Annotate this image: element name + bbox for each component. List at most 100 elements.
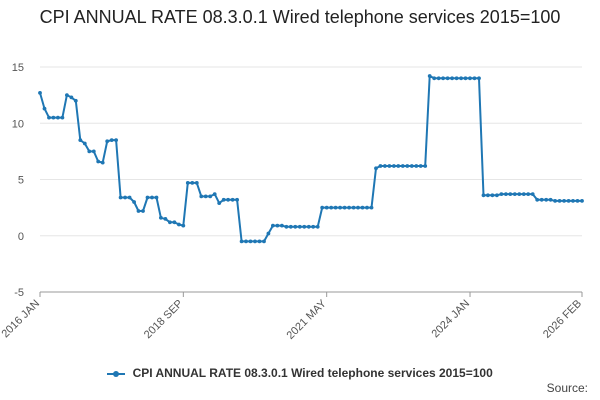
data-point[interactable] (490, 193, 495, 198)
data-point[interactable] (244, 239, 248, 244)
data-point[interactable] (333, 205, 338, 210)
data-point[interactable] (468, 76, 472, 81)
data-point[interactable] (459, 76, 463, 81)
data-point[interactable] (145, 195, 150, 200)
legend[interactable]: CPI ANNUAL RATE 08.3.0.1 Wired telephone… (0, 366, 600, 380)
data-point[interactable] (159, 215, 163, 220)
data-point[interactable] (387, 164, 392, 168)
data-point[interactable] (463, 76, 468, 81)
data-point[interactable] (311, 224, 316, 229)
data-point[interactable] (288, 224, 293, 229)
data-point[interactable] (544, 197, 549, 202)
data-point[interactable] (441, 76, 445, 81)
data-point[interactable] (454, 76, 459, 81)
data-point[interactable] (472, 76, 477, 81)
data-point[interactable] (65, 93, 69, 97)
data-point[interactable] (329, 205, 334, 210)
data-point[interactable] (172, 220, 177, 225)
data-point[interactable] (221, 197, 226, 202)
data-point[interactable] (56, 115, 60, 120)
data-point[interactable] (38, 91, 42, 95)
data-point[interactable] (374, 166, 378, 171)
data-point[interactable] (226, 197, 231, 202)
data-point[interactable] (199, 194, 204, 199)
data-point[interactable] (78, 138, 83, 143)
series-line[interactable] (39, 75, 582, 243)
data-point[interactable] (553, 199, 557, 203)
data-point[interactable] (504, 192, 508, 197)
data-point[interactable] (248, 239, 253, 244)
data-point[interactable] (324, 205, 329, 210)
data-point[interactable] (383, 164, 387, 168)
data-point[interactable] (253, 239, 257, 244)
data-point[interactable] (306, 224, 311, 229)
data-point[interactable] (266, 231, 271, 236)
data-point[interactable] (96, 159, 101, 164)
data-point[interactable] (508, 192, 513, 197)
data-point[interactable] (118, 195, 123, 200)
data-point[interactable] (486, 193, 490, 198)
data-point[interactable] (123, 195, 127, 200)
data-point[interactable] (400, 164, 405, 168)
data-point[interactable] (132, 200, 137, 204)
data-point[interactable] (450, 76, 454, 81)
data-point[interactable] (177, 222, 181, 227)
data-point[interactable] (271, 223, 275, 228)
data-point[interactable] (280, 223, 284, 228)
data-point[interactable] (69, 95, 74, 100)
data-point[interactable] (235, 197, 240, 202)
data-point[interactable] (338, 205, 342, 210)
data-point[interactable] (51, 115, 56, 120)
data-point[interactable] (521, 192, 526, 197)
data-point[interactable] (42, 106, 47, 111)
data-point[interactable] (194, 181, 199, 185)
data-point[interactable] (580, 199, 584, 203)
data-point[interactable] (257, 239, 262, 244)
data-point[interactable] (47, 115, 51, 120)
data-point[interactable] (477, 76, 481, 81)
data-point[interactable] (409, 164, 414, 168)
data-point[interactable] (181, 223, 186, 228)
data-point[interactable] (239, 239, 244, 244)
data-point[interactable] (481, 193, 486, 198)
data-point[interactable] (302, 224, 307, 229)
data-point[interactable] (87, 149, 92, 154)
data-point[interactable] (423, 164, 428, 168)
data-point[interactable] (557, 199, 562, 203)
data-point[interactable] (297, 224, 302, 229)
data-point[interactable] (571, 199, 575, 203)
data-point[interactable] (360, 205, 365, 210)
data-point[interactable] (190, 181, 195, 185)
data-point[interactable] (114, 138, 118, 143)
data-point[interactable] (208, 194, 213, 199)
data-point[interactable] (378, 164, 383, 168)
data-point[interactable] (163, 217, 168, 221)
data-point[interactable] (562, 199, 566, 203)
data-point[interactable] (526, 192, 531, 197)
data-point[interactable] (73, 98, 78, 103)
data-point[interactable] (105, 139, 110, 144)
data-point[interactable] (392, 164, 396, 168)
data-point[interactable] (230, 197, 235, 202)
data-point[interactable] (185, 181, 190, 185)
data-point[interactable] (436, 76, 441, 81)
data-point[interactable] (141, 209, 145, 213)
data-point[interactable] (512, 192, 517, 197)
data-point[interactable] (91, 149, 96, 154)
data-point[interactable] (154, 195, 159, 200)
data-point[interactable] (499, 192, 504, 197)
data-point[interactable] (566, 199, 571, 203)
data-point[interactable] (127, 195, 132, 200)
data-point[interactable] (150, 195, 154, 200)
data-point[interactable] (347, 205, 351, 210)
data-point[interactable] (432, 76, 437, 81)
data-point[interactable] (530, 192, 535, 197)
data-point[interactable] (293, 224, 298, 229)
data-point[interactable] (168, 220, 172, 225)
data-point[interactable] (418, 164, 423, 168)
data-point[interactable] (212, 192, 217, 197)
data-point[interactable] (109, 138, 114, 143)
data-point[interactable] (405, 164, 410, 168)
data-point[interactable] (356, 205, 360, 210)
data-point[interactable] (414, 164, 419, 168)
